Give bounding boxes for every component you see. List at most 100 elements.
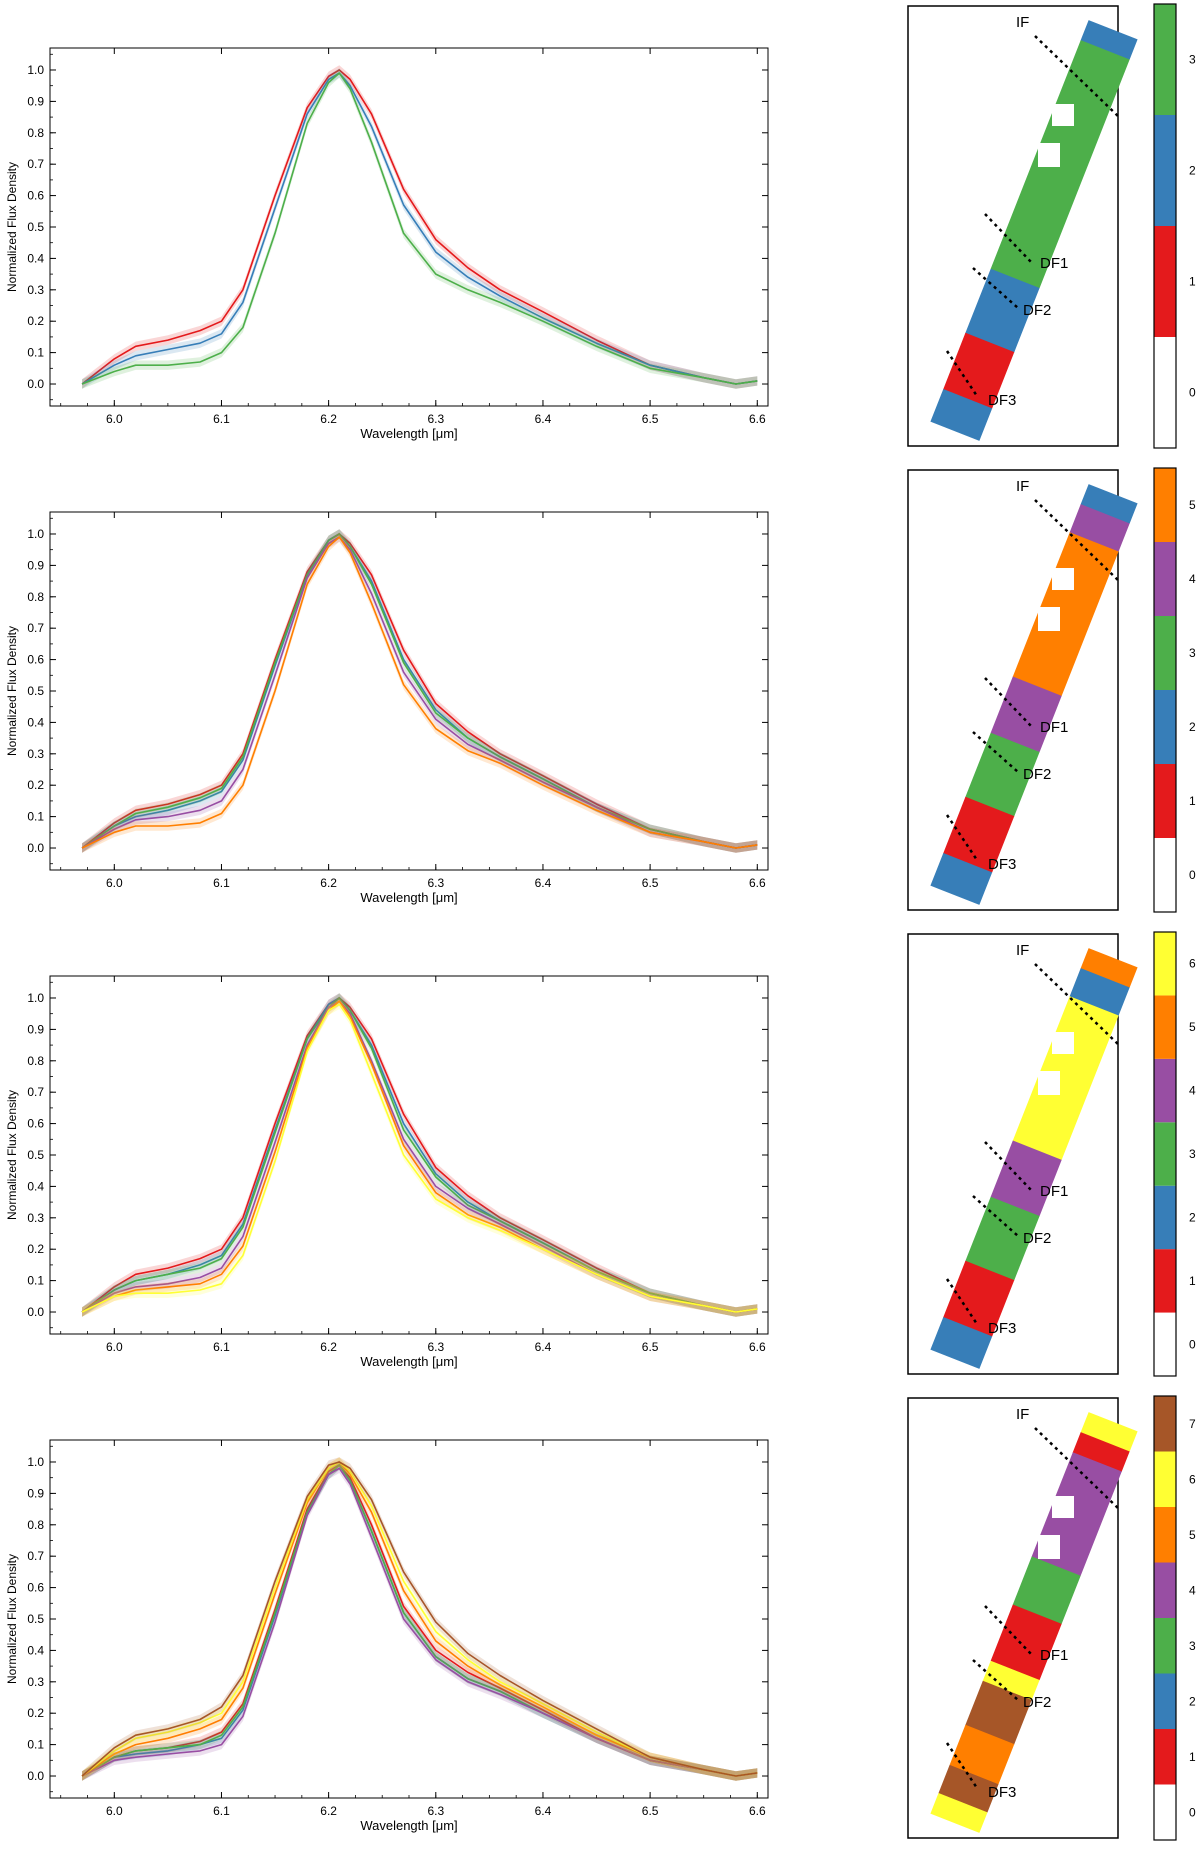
y-tick-label: 0.9 <box>27 558 44 572</box>
colorbar-swatch-4 <box>1154 1562 1176 1618</box>
y-tick-label: 0.8 <box>27 1054 44 1068</box>
x-tick-label: 6.1 <box>213 876 230 890</box>
y-tick-label: 0.1 <box>27 810 44 824</box>
panel-1: 0.0 0.1 0.2 0.3 0.4 0.5 0.6 0.7 0.8 0.9 1.0 6.0 6.1 6… <box>5 3 1196 449</box>
if-label: IF <box>1016 1406 1029 1423</box>
series-line-2 <box>81 72 758 385</box>
series-band-3 <box>82 1460 758 1781</box>
map-mask <box>1052 1032 1074 1054</box>
y-tick-label: 0.4 <box>27 1643 44 1657</box>
x-tick-label: 6.0 <box>106 1340 123 1354</box>
x-tick-label: 6.2 <box>320 876 337 890</box>
y-tick-label: 0.0 <box>27 1305 44 1319</box>
y-tick-label: 0.3 <box>27 283 44 297</box>
colorbar-swatch-1 <box>1154 1249 1176 1313</box>
y-tick-label: 0.3 <box>27 1675 44 1689</box>
x-tick-label: 6.5 <box>642 1340 659 1354</box>
x-tick-label: 6.6 <box>749 876 766 890</box>
y-tick-label: 0.2 <box>27 314 44 328</box>
y-axis-label: Normalized Flux Density <box>5 1090 19 1220</box>
map-mask <box>1052 1496 1074 1518</box>
x-tick-label: 6.3 <box>427 1340 444 1354</box>
df1-label: DF1 <box>1040 719 1068 736</box>
panel-4: 0.0 0.1 0.2 0.3 0.4 0.5 0.6 0.7 0.8 0.9 1.0 6.0 6.1 6… <box>5 1395 1196 1841</box>
series-line-7 <box>81 1461 758 1777</box>
colorbar-tick-label: 3 <box>1189 1639 1196 1653</box>
if-boundary <box>1034 499 1121 583</box>
colorbar-swatch-3 <box>1154 616 1176 690</box>
colorbar-swatch-4 <box>1154 542 1176 616</box>
df3-label: DF3 <box>988 1320 1016 1337</box>
map-region-2 <box>930 389 993 441</box>
x-tick-label: 6.5 <box>642 412 659 426</box>
colorbar-swatch-0 <box>1154 1784 1176 1840</box>
colorbar-tick-label: 4 <box>1189 1084 1196 1098</box>
df1-label: DF1 <box>1040 255 1068 272</box>
colorbar-swatch-6 <box>1154 1451 1176 1507</box>
y-tick-label: 0.7 <box>27 157 44 171</box>
colorbar-swatch-0 <box>1154 838 1176 912</box>
y-tick-label: 0.4 <box>27 1179 44 1193</box>
x-tick-label: 6.4 <box>535 412 552 426</box>
x-tick-label: 6.5 <box>642 876 659 890</box>
if-boundary <box>1034 35 1121 119</box>
colorbar-frame <box>1153 931 1177 1377</box>
df2-boundary <box>972 1659 1019 1701</box>
map-mask <box>1038 1071 1060 1095</box>
colorbar-frame <box>1153 3 1177 449</box>
x-tick-label: 6.4 <box>535 1340 552 1354</box>
x-tick-label: 6.6 <box>749 412 766 426</box>
df1-label: DF1 <box>1040 1647 1068 1664</box>
cluster-map: IF DF1 DF2 DF3 <box>907 933 1138 1375</box>
colorbar-swatch-4 <box>1154 1058 1176 1123</box>
x-axis-label: Wavelength [μm] <box>360 426 457 441</box>
series-band-3 <box>82 68 758 389</box>
y-tick-label: 0.8 <box>27 1518 44 1532</box>
colorbar-swatch-3 <box>1154 1122 1176 1186</box>
y-tick-label: 0.7 <box>27 1549 44 1563</box>
x-tick-label: 6.0 <box>106 1804 123 1818</box>
y-tick-label: 0.2 <box>27 778 44 792</box>
colorbar-tick-label: 2 <box>1189 1210 1196 1224</box>
colorbar-swatch-2 <box>1154 690 1176 764</box>
y-tick-label: 0.5 <box>27 1148 44 1162</box>
colorbar-tick-label: 5 <box>1189 498 1196 512</box>
y-tick-label: 0.5 <box>27 220 44 234</box>
df3-boundary <box>945 1742 979 1789</box>
colorbar-swatch-2 <box>1154 1185 1176 1250</box>
x-tick-label: 6.5 <box>642 1804 659 1818</box>
colorbar-swatch-5 <box>1154 1507 1176 1563</box>
colorbar-tick-label: 0 <box>1189 386 1196 400</box>
colorbar-swatch-3 <box>1154 4 1176 115</box>
series-band-4 <box>82 532 758 853</box>
colorbar-swatch-2 <box>1154 1673 1176 1729</box>
if-label: IF <box>1016 14 1029 31</box>
y-tick-label: 0.3 <box>27 1211 44 1225</box>
df1-boundary <box>984 213 1034 265</box>
y-tick-label: 0.6 <box>27 189 44 203</box>
if-boundary <box>1034 963 1121 1047</box>
y-tick-label: 0.4 <box>27 715 44 729</box>
y-tick-label: 0.0 <box>27 377 44 391</box>
y-tick-label: 0.0 <box>27 1769 44 1783</box>
colorbar-tick-label: 1 <box>1189 1750 1196 1764</box>
y-tick-label: 0.5 <box>27 684 44 698</box>
y-tick-label: 0.1 <box>27 1274 44 1288</box>
series-line-4 <box>81 1467 758 1777</box>
colorbar-swatch-2 <box>1154 115 1176 226</box>
colorbar-tick-label: 4 <box>1189 572 1196 586</box>
y-tick-label: 0.2 <box>27 1706 44 1720</box>
y-tick-label: 0.8 <box>27 590 44 604</box>
y-tick-label: 1.0 <box>27 1455 44 1469</box>
y-tick-label: 0.1 <box>27 346 44 360</box>
df3-label: DF3 <box>988 856 1016 873</box>
cluster-map: IF DF1 DF2 DF3 <box>907 1397 1138 1839</box>
colorbar-swatch-1 <box>1154 764 1176 838</box>
x-tick-label: 6.2 <box>320 1340 337 1354</box>
df3-label: DF3 <box>988 392 1016 409</box>
y-tick-label: 0.9 <box>27 94 44 108</box>
colorbar-tick-label: 2 <box>1189 720 1196 734</box>
y-tick-label: 1.0 <box>27 527 44 541</box>
series-band-4 <box>82 996 758 1317</box>
